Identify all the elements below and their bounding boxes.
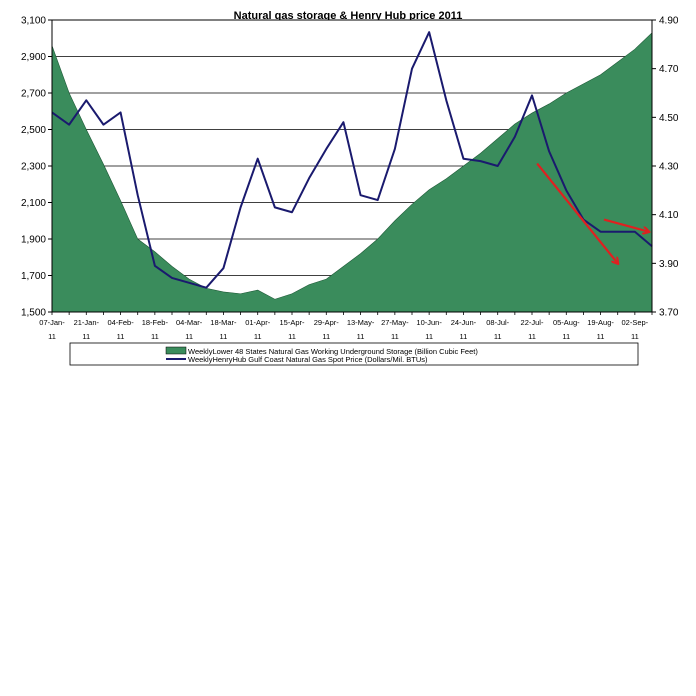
x-axis-tick-label-year: 11: [528, 332, 536, 341]
right-axis-tick-label: 4.10: [659, 210, 679, 221]
legend-label-price: WeeklyHenryHub Gulf Coast Natural Gas Sp…: [188, 355, 428, 364]
chart-title: Natural gas storage & Henry Hub price 20…: [234, 10, 463, 22]
right-axis-tick-label: 4.50: [659, 113, 679, 124]
left-axis-tick-label: 1,700: [21, 271, 46, 282]
x-axis-tick-label-year: 11: [494, 332, 502, 341]
x-axis-tick-label-year: 11: [425, 332, 433, 341]
x-axis-tick-label-year: 11: [48, 332, 56, 341]
trend-arrow: [603, 218, 649, 232]
storage-area: [51, 32, 653, 313]
storage-area-series: [51, 32, 653, 313]
right-y-axis: 3.70 3.90 4.10 4.30 4.50 4.70 4.90: [652, 16, 679, 319]
x-axis: 07-Jan- 11 21-Jan- 11 04-Feb- 11 18-Feb- 11 04-M…: [39, 312, 653, 341]
left-axis-tick-label: 2,100: [21, 198, 46, 209]
left-axis-tick-label: 1,500: [21, 308, 46, 319]
x-axis-tick-label: 04-Mar-: [176, 318, 203, 327]
left-axis-tick-label: 2,700: [21, 89, 46, 100]
price-line: [51, 31, 653, 289]
x-axis-tick-label: 18-Mar-: [210, 318, 237, 327]
left-axis-tick-label: 2,300: [21, 162, 46, 173]
x-axis-tick-label-year: 11: [562, 332, 570, 341]
x-axis-tick-label: 08-Jul-: [486, 318, 509, 327]
x-axis-tick-label-year: 11: [460, 332, 468, 341]
x-axis-tick-label-year: 11: [254, 332, 262, 341]
left-axis-tick-label: 2,500: [21, 125, 46, 136]
x-axis-tick-label: 05-Aug-: [553, 318, 580, 327]
x-axis-tick-label: 10-Jun-: [416, 318, 442, 327]
legend-label-storage: WeeklyLower 48 States Natural Gas Workin…: [188, 347, 478, 356]
x-axis-tick-label-year: 11: [220, 332, 228, 341]
x-axis-tick-label-year: 11: [185, 332, 193, 341]
x-axis-tick-label: 02-Sep-: [622, 318, 649, 327]
left-axis-tick-label: 3,100: [21, 16, 46, 27]
right-axis-tick-label: 4.70: [659, 64, 679, 75]
right-axis-tick-label: 4.30: [659, 162, 679, 173]
left-y-axis: 1,500 1,700 1,900 2,100 2,300 2,500 2,700 2,900…: [21, 16, 52, 319]
x-axis-tick-label-year: 11: [391, 332, 399, 341]
right-axis-tick-label: 4.90: [659, 16, 679, 27]
x-axis-tick-label: 24-Jun-: [451, 318, 477, 327]
x-axis-tick-label-year: 11: [357, 332, 365, 341]
left-axis-tick-label: 1,900: [21, 235, 46, 246]
x-axis-tick-label: 15-Apr-: [279, 318, 305, 327]
x-axis-tick-label: 13-May-: [347, 318, 375, 327]
x-axis-tick-label: 22-Jul-: [521, 318, 544, 327]
x-axis-tick-label: 29-Apr-: [314, 318, 340, 327]
x-axis-tick-label: 01-Apr-: [245, 318, 271, 327]
left-axis-tick-label: 2,900: [21, 52, 46, 63]
trend-arrow: [536, 162, 618, 264]
legend-box: [69, 342, 639, 366]
x-axis-tick-label-year: 11: [151, 332, 159, 341]
x-axis-tick-label: 27-May-: [381, 318, 409, 327]
x-axis-tick-label: 19-Aug-: [587, 318, 614, 327]
legend: WeeklyLower 48 States Natural Gas Workin…: [69, 342, 639, 366]
x-axis-tick-label-year: 11: [322, 332, 330, 341]
x-axis-tick-label-year: 11: [631, 332, 639, 341]
price-line-series: [51, 31, 653, 289]
x-axis-tick-label: 04-Feb-: [107, 318, 134, 327]
x-axis-tick-label-year: 11: [117, 332, 125, 341]
x-axis-tick-label-year: 11: [82, 332, 90, 341]
right-axis-tick-label: 3.90: [659, 259, 679, 270]
x-axis-tick-label-year: 11: [288, 332, 296, 341]
legend-swatch-storage: [165, 346, 187, 355]
x-axis-tick-label: 18-Feb-: [142, 318, 169, 327]
annotations: [536, 162, 649, 264]
x-axis-tick-label: 21-Jan-: [74, 318, 100, 327]
x-axis-tick-label-year: 11: [597, 332, 605, 341]
x-axis-tick-label: 07-Jan-: [39, 318, 65, 327]
right-axis-tick-label: 3.70: [659, 308, 679, 319]
